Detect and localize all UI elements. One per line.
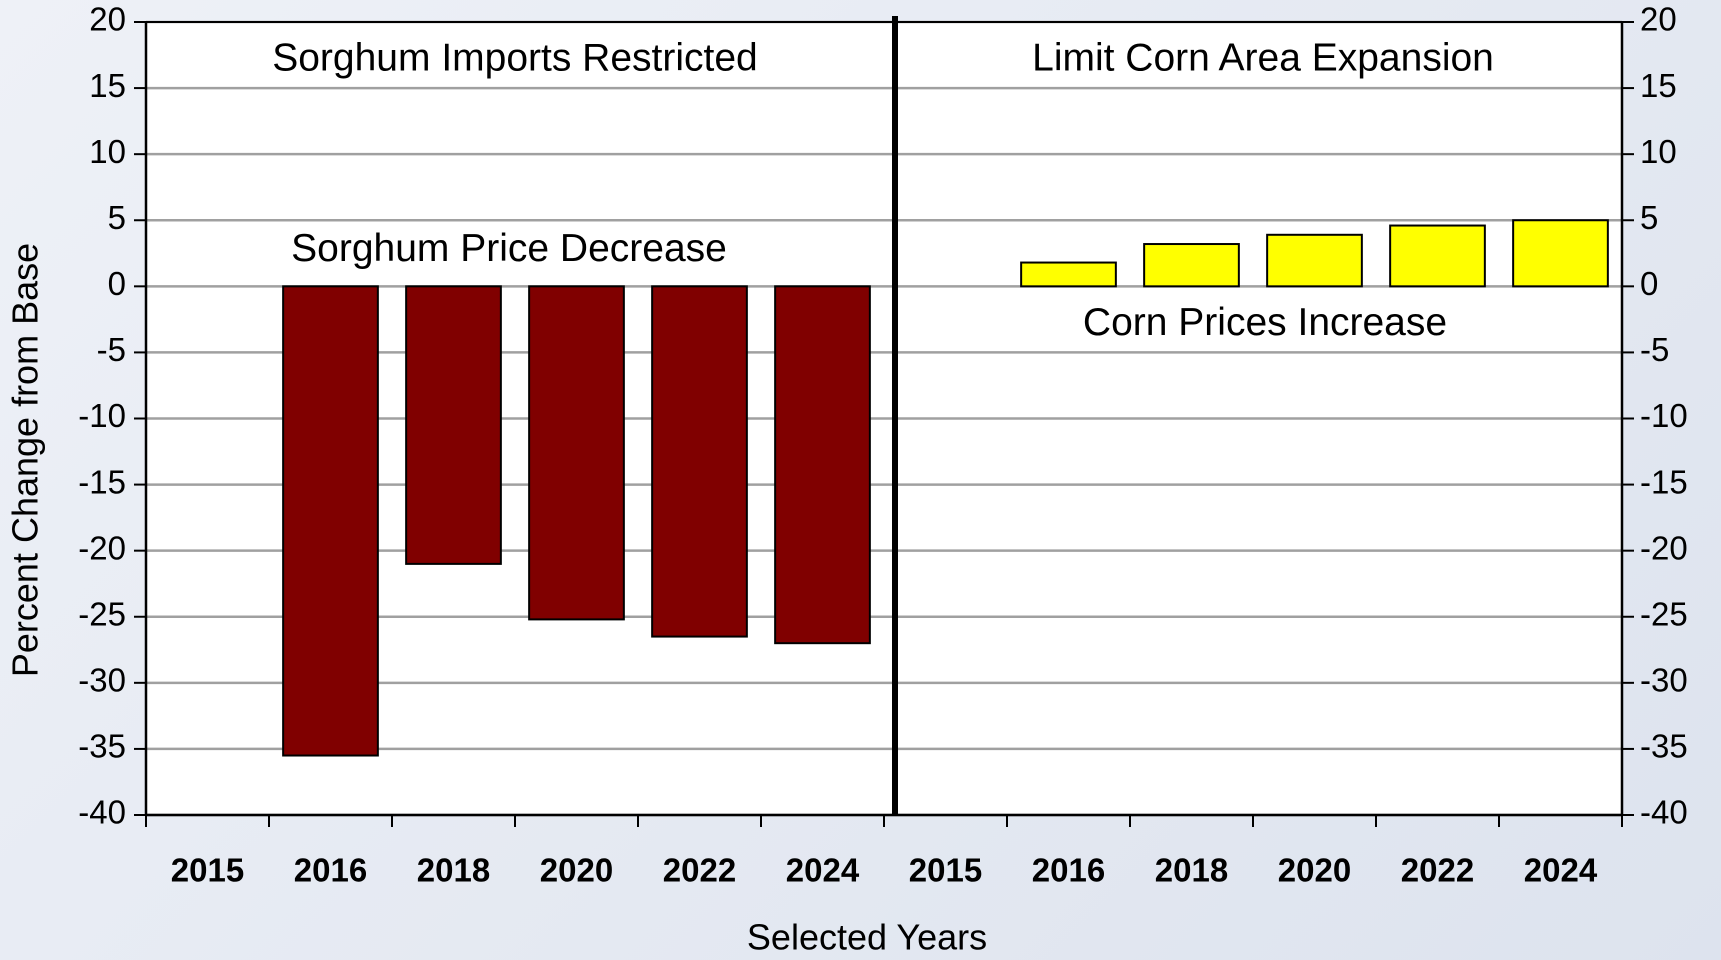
y2-tick-label: -10 — [1640, 397, 1688, 434]
y2-tick-label: 5 — [1640, 199, 1658, 236]
x-tick-label: 2022 — [1401, 852, 1474, 889]
bar — [405, 285, 502, 565]
y-tick-label: 15 — [89, 67, 126, 104]
y-tick-label: -40 — [78, 794, 126, 831]
y2-tick-label: -30 — [1640, 662, 1688, 699]
x-tick-label: 2024 — [786, 852, 860, 889]
panel-annotation: Corn Prices Increase — [1083, 301, 1447, 344]
x-tick-label: 2018 — [1155, 852, 1228, 889]
panel-title: Sorghum Imports Restricted — [272, 36, 758, 79]
y-tick-label: -5 — [97, 331, 126, 368]
y-tick-label: -10 — [78, 397, 126, 434]
bar — [282, 285, 379, 757]
y-tick-label: 5 — [108, 199, 126, 236]
x-tick-label: 2015 — [171, 852, 244, 889]
bar — [1020, 261, 1117, 288]
x-tick-label: 2015 — [909, 852, 982, 889]
y2-tick-label: 20 — [1640, 1, 1677, 38]
x-tick-label: 2016 — [294, 852, 367, 889]
y2-tick-label: 0 — [1640, 265, 1658, 302]
y2-tick-label: -15 — [1640, 463, 1688, 500]
y2-tick-label: -25 — [1640, 595, 1688, 632]
y-tick-label: -30 — [78, 662, 126, 699]
x-tick-label: 2020 — [1278, 852, 1351, 889]
y-tick-label: -20 — [78, 529, 126, 566]
y-tick-label: 0 — [108, 265, 126, 302]
y2-tick-label: -5 — [1640, 331, 1669, 368]
bar — [1512, 219, 1609, 288]
y-tick-label: -35 — [78, 728, 126, 765]
x-tick-label: 2018 — [417, 852, 490, 889]
panel-annotation: Sorghum Price Decrease — [291, 227, 727, 270]
panel-title: Limit Corn Area Expansion — [1032, 36, 1494, 79]
x-tick-label: 2022 — [663, 852, 736, 889]
bar — [1143, 243, 1240, 288]
y-tick-label: -25 — [78, 595, 126, 632]
y2-tick-label: 10 — [1640, 133, 1677, 170]
bar — [651, 285, 748, 638]
x-tick-label: 2016 — [1032, 852, 1105, 889]
bar — [774, 285, 871, 645]
bar — [528, 285, 625, 621]
y2-tick-label: 15 — [1640, 67, 1677, 104]
y2-tick-label: -35 — [1640, 728, 1688, 765]
y-tick-label: 10 — [89, 133, 126, 170]
y2-tick-label: -40 — [1640, 794, 1688, 831]
x-axis-label: Selected Years — [747, 917, 987, 958]
y-tick-label: -15 — [78, 463, 126, 500]
bar — [1389, 224, 1486, 288]
y2-tick-label: -20 — [1640, 529, 1688, 566]
x-tick-label: 2020 — [540, 852, 613, 889]
bar — [1266, 233, 1363, 288]
y-tick-label: 20 — [89, 1, 126, 38]
y-axis-label: Percent Change from Base — [5, 243, 46, 677]
x-tick-label: 2024 — [1524, 852, 1598, 889]
